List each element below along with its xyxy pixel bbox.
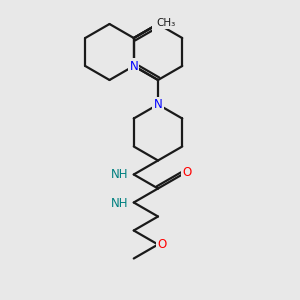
Text: O: O (158, 238, 166, 251)
Text: CH₃: CH₃ (156, 18, 176, 28)
Text: NH: NH (111, 168, 129, 181)
Text: NH: NH (111, 197, 129, 210)
Text: O: O (183, 166, 192, 179)
Text: N: N (154, 98, 162, 111)
Text: N: N (129, 59, 138, 73)
Text: N: N (154, 17, 162, 31)
